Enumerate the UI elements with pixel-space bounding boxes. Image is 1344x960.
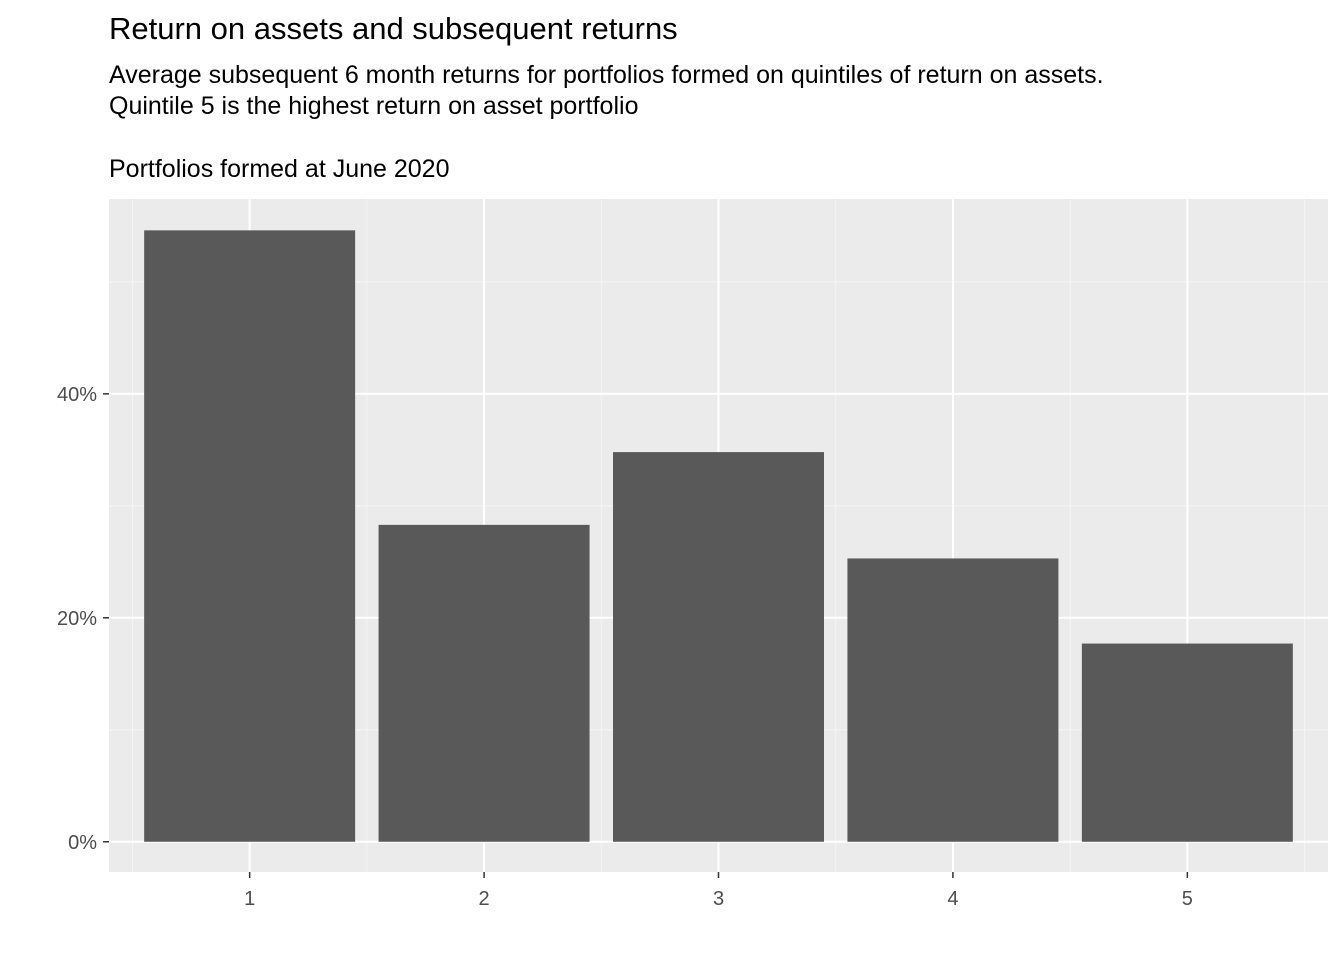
chart-title: Return on assets and subsequent returns [109, 11, 678, 46]
x-tick-label: 2 [479, 888, 490, 910]
bar-quintile-3 [613, 452, 824, 842]
x-tick-label: 1 [244, 888, 255, 910]
bar-quintile-4 [847, 558, 1059, 842]
y-tick-label: 20% [57, 608, 97, 630]
chart-subtitle: Average subsequent 6 month returns for p… [109, 61, 1104, 120]
x-tick-label: 5 [1182, 888, 1193, 910]
chart-caption: Portfolios formed at June 2020 [109, 155, 450, 183]
y-tick-label: 0% [68, 832, 97, 854]
x-tick-label: 3 [713, 888, 724, 910]
y-axis: 0% 20% 40% [57, 384, 109, 854]
y-tick-label: 40% [57, 384, 97, 406]
x-axis: 1 2 3 4 5 [244, 872, 1193, 910]
bar-quintile-2 [378, 524, 590, 842]
bars [144, 230, 1293, 842]
bar-quintile-1 [144, 230, 356, 842]
x-tick-label: 4 [947, 888, 958, 910]
bar-quintile-5 [1081, 643, 1293, 842]
